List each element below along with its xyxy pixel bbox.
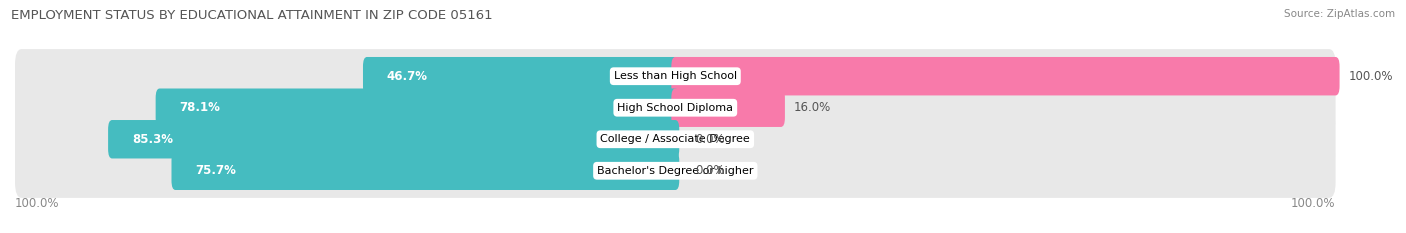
Text: 0.0%: 0.0% [695, 164, 724, 177]
Text: 85.3%: 85.3% [132, 133, 173, 146]
Text: 100.0%: 100.0% [15, 198, 59, 210]
FancyBboxPatch shape [671, 57, 1340, 96]
FancyBboxPatch shape [15, 49, 1336, 103]
Text: EMPLOYMENT STATUS BY EDUCATIONAL ATTAINMENT IN ZIP CODE 05161: EMPLOYMENT STATUS BY EDUCATIONAL ATTAINM… [11, 9, 494, 22]
FancyBboxPatch shape [15, 81, 1336, 135]
FancyBboxPatch shape [363, 57, 679, 96]
Text: 78.1%: 78.1% [180, 101, 221, 114]
FancyBboxPatch shape [15, 112, 1336, 166]
FancyBboxPatch shape [108, 120, 679, 158]
Text: College / Associate Degree: College / Associate Degree [600, 134, 751, 144]
Text: High School Diploma: High School Diploma [617, 103, 734, 113]
Text: Source: ZipAtlas.com: Source: ZipAtlas.com [1284, 9, 1395, 19]
Text: 100.0%: 100.0% [1348, 70, 1393, 83]
FancyBboxPatch shape [15, 144, 1336, 198]
Text: 16.0%: 16.0% [794, 101, 831, 114]
FancyBboxPatch shape [156, 89, 679, 127]
Text: 46.7%: 46.7% [387, 70, 427, 83]
Text: 100.0%: 100.0% [1291, 198, 1336, 210]
Text: Bachelor's Degree or higher: Bachelor's Degree or higher [598, 166, 754, 176]
Text: 75.7%: 75.7% [195, 164, 236, 177]
Text: 0.0%: 0.0% [695, 133, 724, 146]
FancyBboxPatch shape [671, 89, 785, 127]
Text: Less than High School: Less than High School [614, 71, 737, 81]
FancyBboxPatch shape [172, 151, 679, 190]
